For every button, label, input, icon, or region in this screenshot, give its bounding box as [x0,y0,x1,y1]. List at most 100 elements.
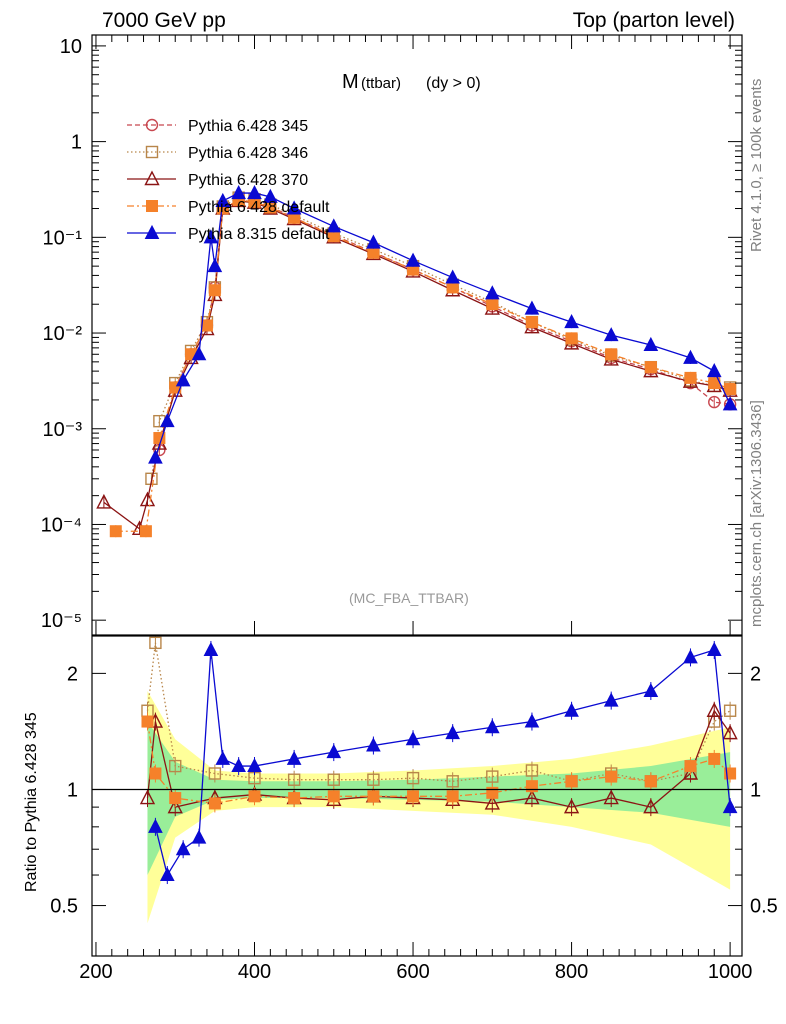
mcplots-reference-label: mcplots.cern.ch [arXiv:1306.3436] [748,400,765,627]
legend: Pythia 6.428 345 Pythia 6.428 346 Pythia 6… [127,118,330,243]
ratio-point [159,866,175,882]
ratio-plot-series [139,636,738,885]
legend-item-p346: Pythia 6.428 346 [127,145,308,162]
ratio-point [524,713,540,728]
ratio-series-p8 [148,640,738,885]
ratio-point [287,773,301,786]
legend-label: Pythia 6.428 default [188,199,330,216]
ratio-point [407,790,420,803]
data-point [96,493,112,509]
ratio-point [366,737,381,752]
data-point [366,234,381,249]
ratio-line-p370 [146,709,731,808]
data-point [367,246,380,259]
ratio-point [446,775,459,788]
ratio-point [682,764,699,780]
ratio-point [327,790,340,803]
ratio-point [644,775,657,788]
ratio-point [327,773,340,786]
data-point [644,361,657,374]
green-uncertainty-band [147,721,731,876]
ratio-point [708,752,721,765]
ratio-point [286,750,302,765]
legend-item-p8: Pythia 8.315 default [127,224,330,243]
y-tick-label: 10⁻⁵ [41,610,82,632]
data-point [148,449,163,464]
data-point [643,336,659,351]
plot-title: M (ttbar) (dy > 0) [342,71,481,93]
yellow-uncertainty-band [147,691,731,924]
process-label: Top (parton level) [573,9,735,32]
y-tick-label: 10⁻² [43,323,83,345]
ratio-y-tick-label-right: 2 [750,663,761,685]
ratio-y-tick-label-right: 1 [750,779,761,801]
legend-item-p345: Pythia 6.428 345 [127,118,308,135]
ratio-plot-frame [91,635,743,957]
ratio-point [169,759,182,773]
ratio-point [149,636,162,650]
ratio-point [484,794,500,810]
ratio-point [722,799,738,814]
ratio-point [288,792,301,805]
ratio-point [706,641,722,656]
ratio-point [563,798,580,814]
ratio-line-p346 [146,642,731,782]
ratio-point [139,789,156,805]
ratio-y-axis-label: Ratio to Pythia 6.428 345 [23,712,40,892]
ratio-point [215,750,231,765]
data-point [215,192,231,207]
ratio-point [248,790,261,803]
data-point [139,525,152,538]
ratio-y-tick-label: 1 [67,779,78,801]
ratio-point [367,773,380,786]
ratio-point [405,731,421,746]
main-plot-frame [91,34,743,636]
ratio-point [605,770,618,783]
data-point [445,269,460,284]
ratio-point [169,792,182,805]
x-tick-label: 1000 [708,961,753,983]
ratio-point [191,829,207,844]
ratio-point [231,757,246,773]
ratio-point [724,767,737,780]
legend-label: Pythia 6.428 370 [188,172,308,189]
title-sub: (ttbar) [361,75,401,92]
legend-marker [145,145,159,159]
data-point [524,300,540,315]
ratio-point [445,725,460,740]
rivet-version-label: Rivet 4.1.0, ≥ 100k events [748,79,765,252]
ratio-point [722,724,738,740]
legend-marker [144,224,160,239]
data-point [525,316,538,329]
axes: 10 1 10⁻¹ 10⁻² 10⁻³ 10⁻⁴ 10⁻⁵ 2 2 1 1 0.5 0.5 200 400 6… [41,35,778,983]
ratio-point [524,789,540,805]
ratio-point [643,798,659,814]
ratio-point [203,641,219,656]
series-p8 [148,184,738,464]
ratio-point [565,775,578,788]
data-point [208,284,221,297]
ratio-point [406,771,420,785]
data-point [684,371,697,384]
analysis-watermark: (MC_FBA_TTBAR) [349,590,469,606]
ratio-point [683,649,698,664]
legend-item-p370: Pythia 6.428 370 [127,170,308,189]
legend-item-pdef: Pythia 6.428 default [127,199,330,216]
data-point [326,218,342,233]
ratio-point [525,780,538,793]
legend-label: Pythia 8.315 default [188,226,330,243]
data-point [203,229,219,244]
ratio-point [141,715,154,728]
ratio-point [367,790,380,803]
ratio-point [208,797,221,810]
data-point [564,314,579,329]
data-point [603,327,619,342]
ratio-y-tick-label: 0.5 [50,896,78,918]
legend-marker [145,118,159,132]
main-plot-series [96,184,738,538]
y-tick-label: 10 [60,36,82,58]
series-line-p370 [103,200,731,530]
ratio-point [723,704,737,717]
series-pdef [109,194,737,538]
